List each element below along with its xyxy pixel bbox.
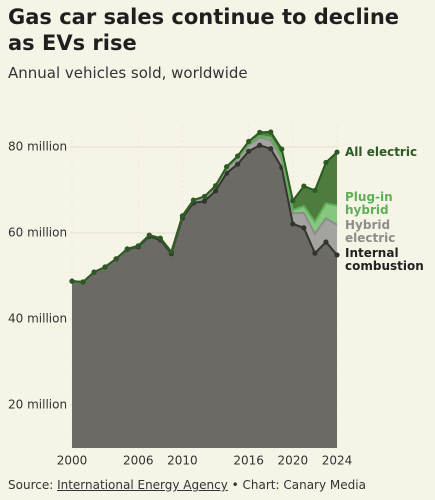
point bbox=[223, 164, 230, 170]
chart-title: Gas car sales continue to decline as EVs… bbox=[8, 5, 400, 55]
point bbox=[246, 148, 252, 154]
source-prefix: Source: bbox=[8, 478, 58, 492]
point bbox=[290, 221, 296, 227]
point bbox=[201, 193, 208, 200]
y-tick-label: 20 million bbox=[8, 398, 67, 412]
source-link[interactable]: International Energy Agency bbox=[57, 478, 228, 492]
point bbox=[91, 269, 97, 275]
point bbox=[212, 183, 219, 189]
point bbox=[235, 161, 241, 167]
point bbox=[235, 153, 241, 159]
x-tick-label: 2024 bbox=[322, 454, 353, 468]
chart-subtitle: Annual vehicles sold, worldwide bbox=[8, 64, 248, 82]
point bbox=[146, 232, 152, 238]
point bbox=[301, 225, 307, 231]
point bbox=[257, 129, 263, 135]
y-tick-label: 40 million bbox=[8, 312, 67, 326]
point bbox=[69, 278, 75, 284]
y-tick-label: 80 million bbox=[8, 140, 67, 154]
point bbox=[312, 187, 318, 194]
point bbox=[323, 159, 329, 166]
x-tick-label: 2006 bbox=[123, 454, 154, 468]
point bbox=[290, 198, 296, 204]
point bbox=[323, 239, 329, 245]
point bbox=[268, 129, 274, 135]
point bbox=[113, 256, 119, 262]
point bbox=[135, 243, 141, 249]
point bbox=[179, 213, 186, 219]
point bbox=[124, 246, 130, 252]
source-note: Source: International Energy Agency • Ch… bbox=[8, 478, 366, 492]
point bbox=[80, 279, 86, 285]
legend-label: All electric bbox=[345, 145, 418, 159]
x-tick-label: 2000 bbox=[57, 454, 88, 468]
point bbox=[201, 198, 208, 204]
point bbox=[190, 197, 197, 203]
legend-label: Plug-in hybrid bbox=[345, 190, 393, 217]
point bbox=[279, 146, 285, 152]
point bbox=[334, 252, 340, 258]
x-tick-label: 2016 bbox=[233, 454, 264, 468]
point bbox=[157, 235, 163, 241]
legend-label: Internal combustion bbox=[345, 246, 424, 273]
point bbox=[257, 142, 263, 148]
legend-label: Hybrid electric bbox=[345, 218, 396, 245]
point bbox=[268, 146, 274, 152]
y-tick-label: 60 million bbox=[8, 226, 67, 240]
point bbox=[312, 250, 318, 256]
point bbox=[301, 183, 307, 189]
point bbox=[246, 138, 252, 145]
point bbox=[102, 264, 108, 270]
x-tick-label: 2010 bbox=[167, 454, 198, 468]
area bbox=[72, 145, 337, 448]
x-tick-label: 2020 bbox=[278, 454, 309, 468]
point bbox=[168, 249, 174, 255]
point bbox=[334, 149, 340, 155]
source-suffix: • Chart: Canary Media bbox=[227, 478, 366, 492]
point bbox=[212, 188, 219, 194]
